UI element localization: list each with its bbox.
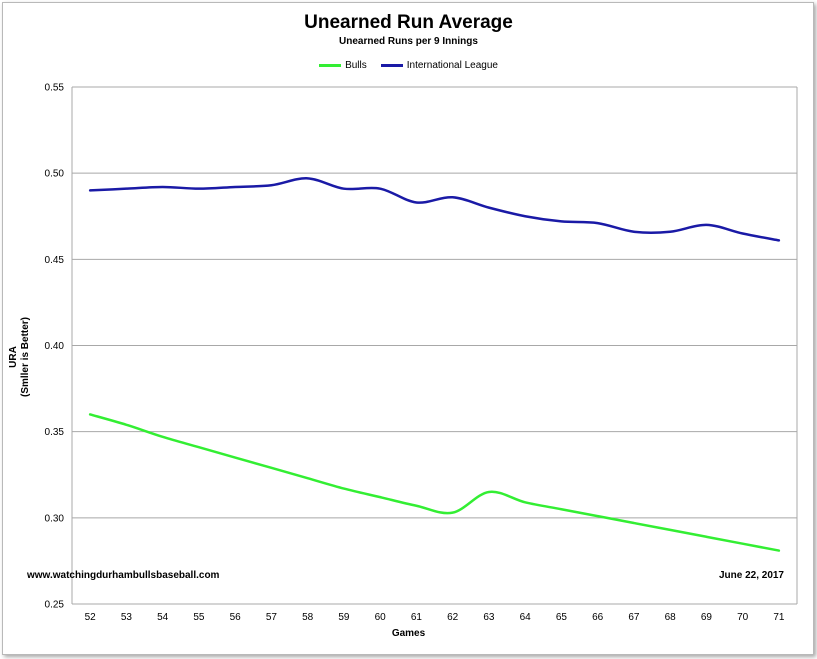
x-tick-label: 54 (157, 612, 169, 623)
x-tick-label: 53 (121, 612, 133, 623)
legend-item-bulls: Bulls (319, 60, 367, 71)
x-tick-label: 65 (556, 612, 568, 623)
x-tick-label: 58 (302, 612, 314, 623)
x-tick-label: 69 (701, 612, 713, 623)
y-tick-label: 0.35 (45, 427, 65, 438)
x-tick-label: 62 (447, 612, 459, 623)
x-tick-label: 63 (483, 612, 495, 623)
x-tick-label: 66 (592, 612, 604, 623)
x-tick-label: 57 (266, 612, 278, 623)
x-axis-label: Games (391, 628, 426, 639)
legend-label-international-league: International League (406, 60, 498, 71)
y-tick-label: 0.50 (45, 169, 65, 180)
y-tick-label: 0.45 (45, 255, 65, 266)
x-tick-label: 71 (773, 612, 785, 623)
legend-swatch-bulls (319, 64, 342, 67)
x-tick-label: 59 (338, 612, 350, 623)
y-tick-label: 0.30 (45, 513, 65, 524)
y-axis-label-line1: URA (8, 346, 19, 368)
y-tick-label: 0.40 (45, 341, 65, 352)
y-tick-label: 0.55 (45, 83, 65, 94)
date-annotation: June 22, 2017 (718, 570, 784, 581)
x-tick-label: 64 (520, 612, 532, 623)
series-line-bulls (88, 413, 781, 552)
x-tick-label: 68 (665, 612, 677, 623)
x-tick-label: 67 (628, 612, 640, 623)
x-tick-label: 70 (737, 612, 749, 623)
x-tick-label: 55 (193, 612, 205, 623)
x-tick-label: 61 (411, 612, 423, 623)
legend-item-international-league: International League (380, 60, 498, 71)
source-annotation: www.watchingdurhambullsbaseball.com (27, 570, 220, 581)
y-axis-label-line2: (Smller is Better) (20, 316, 31, 398)
series-line-international-league (88, 177, 781, 242)
chart-title: Unearned Run Average (304, 12, 513, 33)
x-tick-label: 56 (230, 612, 242, 623)
y-axis-label: URA (Smller is Better) (8, 257, 32, 457)
x-tick-label: 52 (85, 612, 97, 623)
legend-swatch-international-league (380, 64, 403, 67)
legend: Bulls International League (0, 60, 817, 71)
x-tick-label: 60 (375, 612, 387, 623)
chart-subtitle: Unearned Runs per 9 Innings (339, 36, 478, 47)
y-tick-label: 0.25 (45, 600, 65, 611)
legend-label-bulls: Bulls (345, 60, 367, 71)
